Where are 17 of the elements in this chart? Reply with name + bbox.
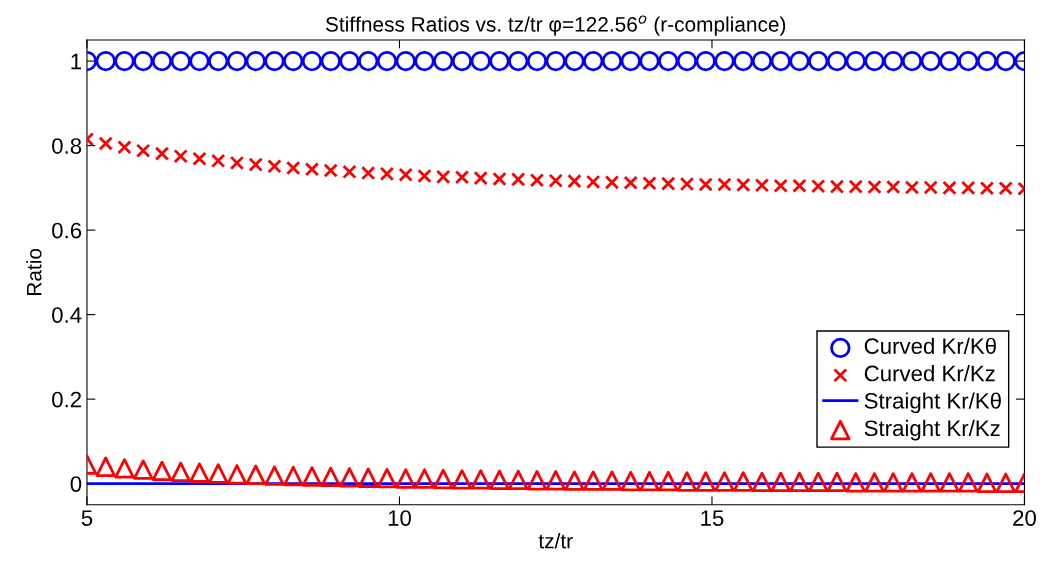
chart-title: Stiffness Ratios vs. tz/tr φ=122.56$^{o}$ (r-compliance)	[325, 15, 786, 36]
y-tick-label: 0.2	[52, 391, 81, 408]
legend-label: Curved Kr/Kz	[864, 365, 995, 382]
legend-label: Straight Kr/Kθ	[864, 392, 1001, 414]
x-tick-label: 20	[1013, 510, 1036, 526]
legend-label: Straight Kr/Kz	[864, 419, 1000, 441]
x-tick-label: 10	[388, 510, 411, 526]
y-tick-label: 0.8	[52, 138, 82, 154]
y-tick-label: 0	[70, 476, 82, 492]
y-axis-title: Ratio	[26, 248, 42, 295]
y-tick-label: 1	[71, 53, 82, 70]
x-axis-title: tz/tr	[538, 533, 573, 549]
y-tick-label: 0.6	[52, 222, 82, 239]
y-tick-label: 0.4	[52, 307, 82, 323]
x-tick-label: 5	[81, 510, 93, 526]
x-tick-label: 15	[701, 510, 724, 526]
legend-label: Curved Kr/Kθ	[864, 337, 996, 354]
